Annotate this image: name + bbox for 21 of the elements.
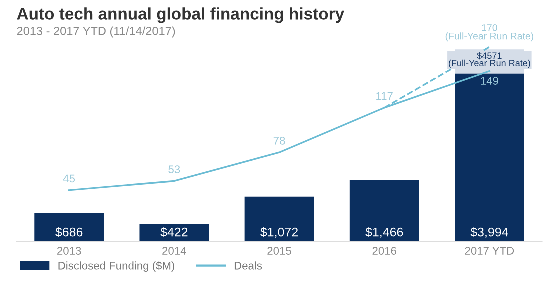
data-label: 78 xyxy=(274,136,286,145)
legend-label: Deals xyxy=(234,262,262,270)
data-label: $422 xyxy=(160,227,188,238)
chart-subtitle: 2013 - 2017 YTD (11/14/2017) xyxy=(17,26,176,38)
data-label: $1,072 xyxy=(260,227,298,238)
data-label: 149 xyxy=(481,77,498,85)
data-label: $1,466 xyxy=(366,227,404,238)
x-tick-label: 2016 xyxy=(372,247,396,255)
x-tick-label: 2015 xyxy=(268,247,292,255)
data-label: $3,994 xyxy=(470,227,508,238)
data-label: $4571 (Full-Year Run Rate) xyxy=(449,52,530,68)
data-label: $686 xyxy=(56,227,83,238)
data-label: 117 xyxy=(376,92,393,100)
x-tick-label: 2017 YTD xyxy=(465,247,514,255)
data-label: 53 xyxy=(168,166,180,174)
legend-label: Disclosed Funding ($M) xyxy=(58,261,174,272)
x-tick-label: 2013 xyxy=(58,247,82,255)
data-label: 45 xyxy=(63,174,76,183)
chart-title: Auto tech annual global financing history xyxy=(17,8,344,24)
x-tick-label: 2014 xyxy=(162,247,186,255)
data-label: 170 (Full-Year Run Rate) xyxy=(446,24,534,42)
